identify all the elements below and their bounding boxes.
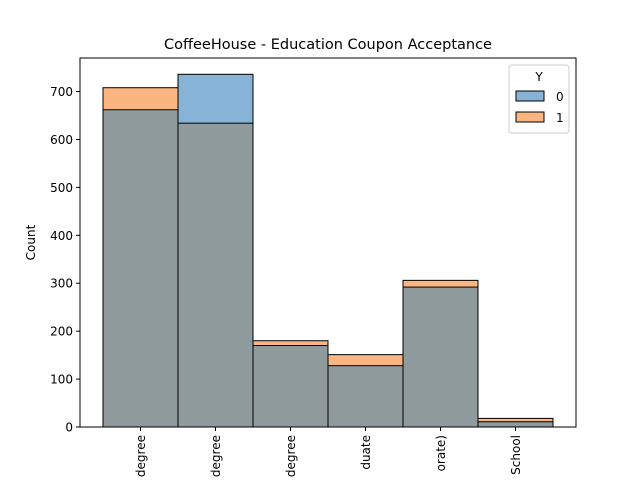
chart-title: CoffeeHouse - Education Coupon Acceptanc… [164, 37, 492, 53]
bar-series-0-bin-3 [327, 365, 404, 428]
y-axis-label: Count [24, 224, 38, 260]
y-tick-label: 400 [50, 229, 73, 243]
bar-series-0-bin-0 [102, 109, 179, 428]
x-tick-label: degree [134, 435, 148, 477]
x-tick-label: degree [284, 435, 298, 477]
y-tick-label: 300 [50, 277, 73, 291]
y-tick-label: 500 [50, 181, 73, 195]
x-tick-label: degree [209, 435, 223, 477]
legend-title: Y [534, 70, 543, 84]
bar-series-1-bin-1 [177, 122, 254, 428]
y-tick-label: 0 [65, 421, 73, 435]
bar-series-0-bin-4 [402, 286, 479, 428]
y-tick-label: 600 [50, 133, 73, 147]
y-tick-label: 700 [50, 85, 73, 99]
legend-swatch-1 [515, 111, 545, 123]
bar-series-0-bin-5 [477, 421, 554, 428]
x-axis: degree degree degree duate orate) School [134, 427, 523, 477]
x-tick-label: orate) [434, 435, 448, 471]
y-axis: 0 100 200 300 400 500 600 700 [50, 85, 80, 435]
y-tick-label: 100 [50, 373, 73, 387]
bars-layer [102, 73, 554, 428]
bar-series-0-bin-2 [252, 345, 329, 428]
x-tick-label: duate [359, 435, 373, 470]
axes-frame [79, 57, 577, 428]
legend: Y 0 1 [508, 64, 570, 134]
x-tick-label: School [509, 435, 523, 475]
legend-swatch-0 [515, 90, 545, 102]
legend-entry-1: 1 [556, 111, 564, 125]
y-tick-label: 200 [50, 325, 73, 339]
legend-entry-0: 0 [556, 90, 564, 104]
